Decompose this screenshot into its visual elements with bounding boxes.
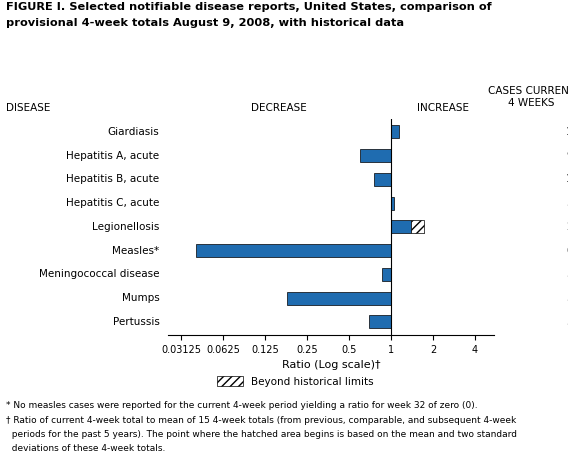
Bar (382, 268, 391, 281)
Bar (360, 149, 391, 162)
Bar (369, 315, 391, 328)
Text: 0: 0 (566, 246, 568, 256)
Text: Giardiasis: Giardiasis (108, 127, 160, 137)
Text: DISEASE: DISEASE (6, 103, 50, 113)
Text: 32: 32 (566, 269, 568, 279)
Text: 90: 90 (566, 151, 568, 161)
Text: deviations of these 4-week totals.: deviations of these 4-week totals. (6, 444, 165, 453)
Text: 1,071: 1,071 (566, 127, 568, 137)
Bar (374, 173, 391, 186)
Text: Pertussis: Pertussis (112, 317, 160, 327)
Bar (391, 125, 399, 138)
Legend: Beyond historical limits: Beyond historical limits (217, 376, 374, 387)
Text: FIGURE I. Selected notifiable disease reports, United States, comparison of: FIGURE I. Selected notifiable disease re… (6, 2, 491, 12)
Bar (287, 292, 391, 304)
Text: DECREASE: DECREASE (252, 103, 307, 113)
Text: INCREASE: INCREASE (416, 103, 469, 113)
Text: periods for the past 5 years). The point where the hatched area begins is based : periods for the past 5 years). The point… (6, 430, 517, 439)
Text: 252: 252 (566, 222, 568, 232)
X-axis label: Ratio (Log scale)†: Ratio (Log scale)† (282, 360, 380, 370)
Text: CASES CURRENT
4 WEEKS: CASES CURRENT 4 WEEKS (487, 86, 568, 108)
Bar (391, 197, 394, 209)
Text: 140: 140 (566, 174, 568, 184)
Text: Measles*: Measles* (112, 246, 160, 256)
Text: † Ratio of current 4-week total to mean of 15 4-week totals (from previous, comp: † Ratio of current 4-week total to mean … (6, 416, 516, 425)
Text: 3: 3 (566, 293, 568, 303)
Text: Legionellosis: Legionellosis (92, 222, 160, 232)
Text: provisional 4-week totals August 9, 2008, with historical data: provisional 4-week totals August 9, 2008… (6, 18, 404, 28)
Bar (196, 244, 391, 257)
Bar (391, 220, 411, 233)
Text: Hepatitis C, acute: Hepatitis C, acute (66, 198, 160, 208)
Text: 39: 39 (566, 198, 568, 208)
Text: Hepatitis A, acute: Hepatitis A, acute (66, 151, 160, 161)
Bar (411, 220, 424, 233)
Text: Hepatitis B, acute: Hepatitis B, acute (66, 174, 160, 184)
Text: Meningococcal disease: Meningococcal disease (39, 269, 160, 279)
Text: * No measles cases were reported for the current 4-week period yielding a ratio : * No measles cases were reported for the… (6, 401, 477, 410)
Text: 346: 346 (566, 317, 568, 327)
Text: Mumps: Mumps (122, 293, 160, 303)
